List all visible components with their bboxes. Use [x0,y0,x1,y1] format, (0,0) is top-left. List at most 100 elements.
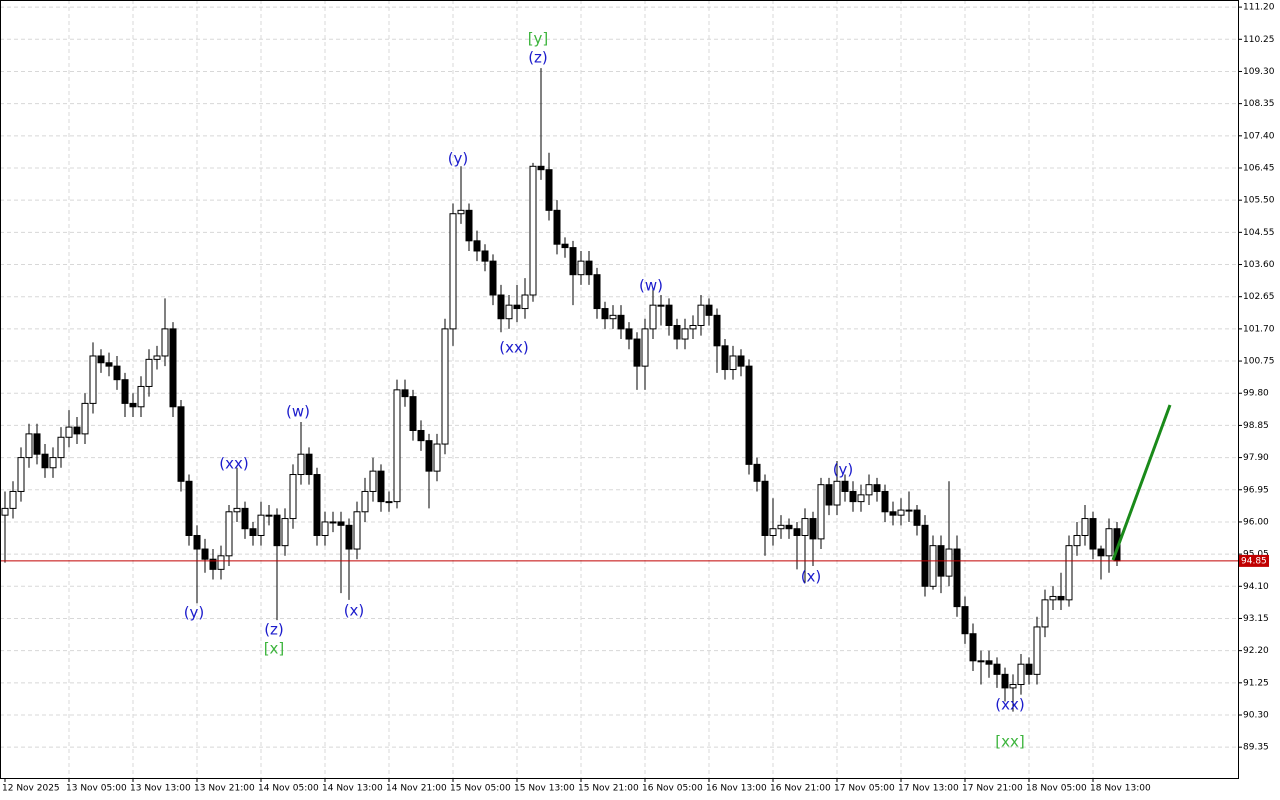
candle-body [193,534,201,550]
candle-body [857,494,865,503]
candle-body [1017,663,1025,686]
candle-body [217,555,225,570]
wave-label: (w) [639,277,663,295]
candle-body [409,396,417,431]
x-tick-label: 13 Nov 05:00 [66,784,127,794]
candle-body [929,545,937,587]
wave-label: (xx) [219,455,248,473]
candle-body [113,365,121,381]
candle-body [705,304,713,316]
grid [0,0,1238,778]
candle-body [961,606,969,635]
candle-body [41,453,49,469]
candle-body [1089,518,1097,550]
x-tick-label: 13 Nov 21:00 [194,784,255,794]
candle-body [89,355,97,404]
candle-body [873,484,881,492]
candle-body [529,165,537,296]
candle-body [609,314,617,320]
candle-body [33,433,41,455]
candle-body [505,304,513,320]
x-tick-label: 16 Nov 21:00 [770,784,831,794]
candle-body [953,548,961,608]
wave-label: [y] [528,30,549,48]
candle-body [729,355,737,371]
candle-body [665,304,673,326]
candle-body [713,314,721,347]
candle-body [1041,599,1049,628]
candle-body [441,328,449,445]
candle-body [897,509,905,516]
candle-body [241,507,249,530]
candle-body [585,260,593,276]
y-tick-label: 98.85 [1243,421,1269,431]
candle-body [433,443,441,472]
candle-body [553,209,561,245]
candle-body [305,453,313,476]
y-tick-label: 109.30 [1243,67,1275,77]
wave-label: (z) [528,49,548,67]
y-tick-label: 104.55 [1243,228,1275,238]
candle-body [73,426,81,435]
x-tick-label: 14 Nov 21:00 [386,784,447,794]
candle-body [209,558,217,570]
candle-body [985,660,993,665]
candle-body [457,209,465,215]
y-tick-label: 92.20 [1243,646,1269,656]
candle-body [385,501,393,504]
y-tick-label: 100.75 [1243,357,1275,367]
candles [0,68,1238,712]
candle-body [921,524,929,587]
candle-body [97,355,105,364]
candle-body [449,213,457,330]
candle-body [1057,595,1065,601]
candle-body [297,453,305,476]
candle-body [809,518,817,540]
candle-body [201,548,209,560]
candle-body [361,490,369,513]
labels: 111.20 110.25 109.30 108.35 107.40 106.45 105.… [2,3,1275,794]
candle-body [401,389,409,398]
y-tick-label: 108.35 [1243,99,1275,109]
candle-body [513,304,521,310]
candle-body [521,294,529,310]
candle-body [1009,684,1017,689]
wave-label: [xx] [995,733,1024,751]
candle-body [49,457,57,469]
candle-body [425,440,433,472]
y-tick-label: 101.70 [1243,324,1275,334]
candle-body [913,509,921,526]
y-tick-label: 89.35 [1243,743,1269,753]
candle-body [865,484,873,496]
candle-body [329,521,337,524]
candle-body [289,474,297,520]
candle-body [17,457,25,492]
candle-body [345,524,353,550]
candle-body [57,436,65,459]
candle-body [337,521,345,526]
wave-label: (xx) [995,696,1024,714]
candle-body [561,243,569,249]
candle-body [945,548,953,577]
y-tick-label: 90.30 [1243,711,1269,721]
candle-body [633,338,641,367]
candle-body [537,165,545,171]
y-tick-label: 103.60 [1243,260,1275,270]
candle-body [841,480,849,492]
candle-body [233,507,241,513]
y-tick-label: 107.40 [1243,131,1275,141]
candle-body [681,328,689,340]
candle-body [721,345,729,371]
candle-body [1105,528,1113,557]
current-price-box [1239,554,1269,567]
y-tick-label: 97.90 [1243,453,1269,463]
y-tick-label: 96.00 [1243,517,1269,527]
candle-body [737,355,745,367]
candle-body [753,463,761,482]
candle-body [969,633,977,662]
candle-body [785,524,793,530]
candle-body [689,324,697,330]
candle-body [1073,534,1081,547]
